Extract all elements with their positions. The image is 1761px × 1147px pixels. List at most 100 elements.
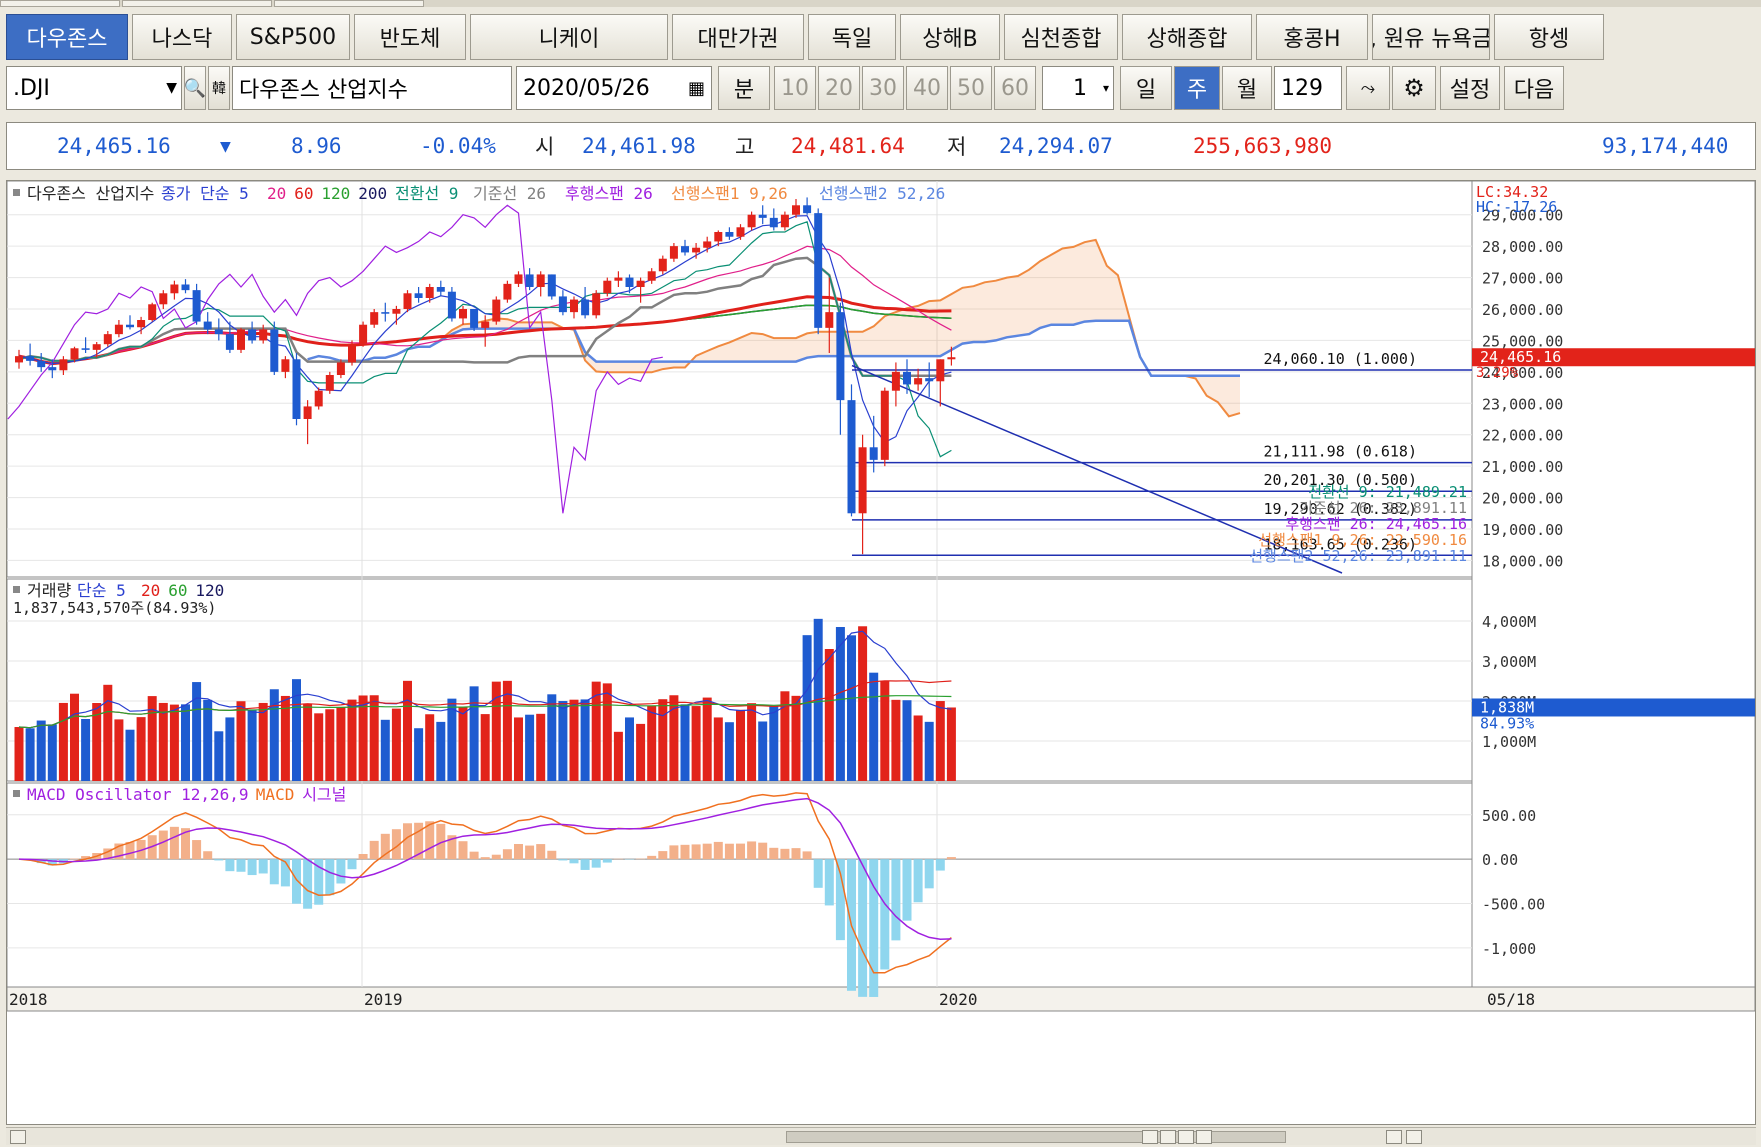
candle-body bbox=[525, 274, 534, 287]
dropdown-arrow-icon[interactable]: ▼ bbox=[166, 80, 177, 96]
volume-bar bbox=[824, 649, 834, 781]
candle-body bbox=[869, 447, 878, 460]
volume-bar bbox=[70, 693, 79, 781]
tab-11[interactable]: , 원유 뉴욕금 bbox=[1372, 14, 1490, 60]
tab-9[interactable]: 상해종합 bbox=[1122, 14, 1252, 60]
macd-osc-bar bbox=[758, 842, 768, 860]
volume-last-tag bbox=[1472, 698, 1755, 717]
tab-0[interactable]: 다우존스 bbox=[6, 14, 128, 60]
count-input[interactable]: 129 bbox=[1274, 66, 1342, 110]
price-panel[interactable] bbox=[7, 181, 1473, 578]
ichimoku-value-label: 전환선 9: 21,489.21 bbox=[1308, 483, 1467, 501]
tab-7[interactable]: 상해B bbox=[900, 14, 1000, 60]
trend-line bbox=[851, 364, 1343, 574]
macd-osc-bar bbox=[547, 850, 557, 860]
window-tab-3[interactable] bbox=[274, 0, 424, 7]
zoom-out-icon[interactable] bbox=[1386, 1130, 1402, 1144]
search-icon[interactable]: 🔍 bbox=[184, 66, 206, 110]
month-button[interactable]: 월 bbox=[1222, 66, 1272, 110]
chart-area[interactable]: 29,000.00 28,000.00 27,000.00 26,000.00 25,0… bbox=[6, 180, 1756, 1125]
tab-10[interactable]: 홍콩H bbox=[1256, 14, 1368, 60]
volume-tick-label: 3,000M bbox=[1482, 653, 1536, 671]
tab-6[interactable]: 독일 bbox=[808, 14, 896, 60]
candle-body bbox=[303, 406, 312, 419]
candle-body bbox=[947, 357, 956, 360]
volume-bar bbox=[480, 714, 490, 781]
interval-button-10[interactable]: 10 bbox=[774, 66, 816, 110]
minute-button[interactable]: 분 bbox=[718, 66, 770, 110]
volume-bar bbox=[647, 706, 657, 781]
tab-12[interactable]: 항셍 bbox=[1494, 14, 1604, 60]
candle-body bbox=[814, 213, 823, 328]
scroll-next-icon[interactable] bbox=[1178, 1130, 1194, 1144]
candle-body bbox=[492, 299, 501, 322]
symbol-input[interactable]: .DJI ▼ bbox=[6, 66, 182, 110]
scroll-prev-icon[interactable] bbox=[1142, 1130, 1158, 1144]
macd-osc-bar bbox=[391, 829, 401, 860]
candle-body bbox=[336, 362, 345, 375]
candle-body bbox=[736, 227, 745, 237]
volume-bar bbox=[747, 703, 757, 781]
interval-button-30[interactable]: 30 bbox=[862, 66, 904, 110]
volume-last-pct: 84.93% bbox=[1480, 714, 1534, 732]
tab-8[interactable]: 심천종합 bbox=[1004, 14, 1118, 60]
zoom-in-icon[interactable] bbox=[1406, 1130, 1422, 1144]
volume-bar bbox=[303, 703, 313, 781]
macd-panel[interactable] bbox=[7, 782, 1473, 988]
tab-2[interactable]: S&P500 bbox=[236, 14, 350, 60]
tab-3[interactable]: 반도체 bbox=[354, 14, 466, 60]
scroll-left-icon[interactable] bbox=[10, 1130, 26, 1144]
volume-bar bbox=[258, 702, 268, 781]
candle-body bbox=[225, 334, 234, 350]
low-label: 저 bbox=[947, 135, 967, 159]
candle-body bbox=[114, 324, 123, 335]
candle-body bbox=[237, 329, 245, 350]
volume-bar bbox=[625, 717, 634, 781]
interval-button-20[interactable]: 20 bbox=[818, 66, 860, 110]
volume-bar bbox=[902, 700, 912, 781]
month-label: 월 bbox=[1236, 78, 1258, 103]
legend-square-icon bbox=[13, 790, 20, 797]
interval-button-50[interactable]: 50 bbox=[950, 66, 992, 110]
candle-body bbox=[658, 258, 667, 272]
day-button[interactable]: 일 bbox=[1120, 66, 1172, 110]
date-input[interactable]: 2020/05/26 ▦ bbox=[516, 66, 712, 110]
settings-label: 설정 bbox=[1449, 78, 1491, 103]
macd-osc-bar bbox=[314, 859, 324, 905]
candle-body bbox=[403, 293, 412, 309]
tab-4[interactable]: 니케이 bbox=[470, 14, 668, 60]
volume-bar bbox=[691, 706, 701, 781]
volume-bar bbox=[336, 707, 346, 781]
spin-value: 1 bbox=[1073, 75, 1087, 101]
interval-button-40[interactable]: 40 bbox=[906, 66, 948, 110]
settings-button[interactable]: 설정 bbox=[1440, 66, 1500, 110]
candle-body bbox=[725, 232, 734, 237]
gear-icon[interactable]: ⚙ bbox=[1392, 66, 1436, 110]
tab-5[interactable]: 대만가권 bbox=[672, 14, 804, 60]
draw-tools-icon[interactable]: ⤳ bbox=[1346, 66, 1390, 110]
x-axis-label: 2019 bbox=[364, 990, 403, 1009]
calendar-icon[interactable]: ▦ bbox=[687, 77, 705, 99]
hanja-icon[interactable]: 韓 bbox=[208, 66, 230, 110]
candle-body bbox=[792, 205, 800, 215]
spin-input[interactable]: 1 ▾ bbox=[1042, 66, 1114, 110]
price-legend-item: 기준선 26 bbox=[473, 184, 546, 203]
next-button[interactable]: 다음 bbox=[1504, 66, 1564, 110]
week-button[interactable]: 주 bbox=[1174, 66, 1220, 110]
chart-canvas[interactable]: 29,000.00 28,000.00 27,000.00 26,000.00 25,0… bbox=[7, 181, 1755, 1124]
volume-bar bbox=[780, 691, 790, 781]
x-axis-area bbox=[7, 986, 1755, 1012]
interval-button-60[interactable]: 60 bbox=[994, 66, 1036, 110]
window-tab-2[interactable] bbox=[122, 0, 272, 7]
scroll-stop-icon[interactable] bbox=[1160, 1130, 1176, 1144]
tab-1[interactable]: 나스닥 bbox=[132, 14, 232, 60]
spin-arrow-icon[interactable]: ▾ bbox=[1102, 81, 1109, 95]
window-tab-1[interactable] bbox=[0, 0, 120, 7]
scroll-end-icon[interactable] bbox=[1196, 1130, 1212, 1144]
macd-osc-bar bbox=[691, 844, 701, 860]
volume-bar bbox=[724, 722, 734, 781]
low-value: 24,294.07 bbox=[999, 134, 1113, 158]
macd-osc-bar bbox=[292, 859, 301, 904]
chart-scrollbar[interactable] bbox=[6, 1127, 1756, 1145]
price-tick-label: 25,000.00 bbox=[1482, 332, 1563, 350]
